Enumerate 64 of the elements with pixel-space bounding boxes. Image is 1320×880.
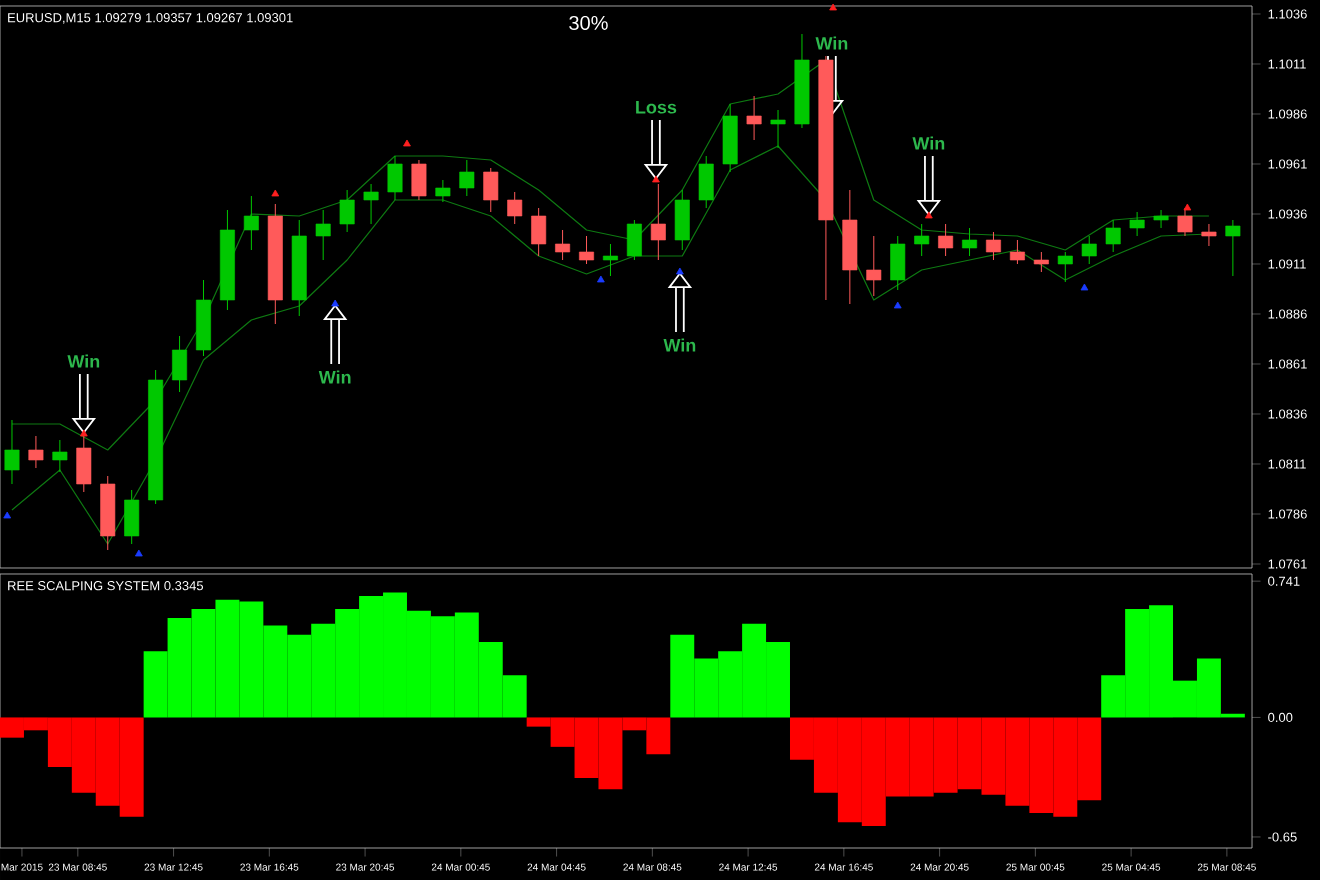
candlestick [124,489,140,545]
candlestick [1153,209,1169,229]
point [271,189,280,197]
annotation: Win [815,36,848,50]
candlestick [435,179,451,203]
candlestick [483,167,499,213]
candlestick [674,189,690,251]
candlestick [4,419,20,485]
candlestick [1201,223,1217,247]
line-series [11,59,1210,451]
candlestick [1225,219,1241,277]
candlestick [315,209,331,261]
point [331,299,340,307]
candlestick [172,335,188,393]
candlestick [579,235,594,265]
candlestick [890,235,906,291]
candlestick [459,159,475,197]
candlestick [866,235,882,297]
candlestick [555,229,571,261]
candlestick [986,231,1001,261]
candlestick [938,223,954,257]
annotation: Win [318,370,351,384]
candlestick [650,183,666,261]
candlestick [770,109,786,149]
candlestick [28,435,44,469]
candlestick [531,207,547,257]
candlestick [626,219,642,261]
candlestick [962,227,978,257]
point [597,275,605,283]
annotation: Win [663,338,696,352]
candlestick [1129,211,1145,237]
point [79,429,88,437]
candlestick [52,439,68,473]
point [3,511,12,519]
point [652,175,660,183]
annotation: 30% [569,15,608,31]
candlestick [1081,235,1097,265]
point [924,211,933,219]
point [1183,203,1192,211]
candlestick [76,429,92,493]
annotation: Loss [636,101,677,114]
candlestick [1057,251,1073,283]
point [893,301,902,309]
candlestick [387,155,403,201]
candlestick [1105,219,1121,253]
candlestick [363,183,379,225]
candlestick [602,243,618,277]
candlestick [1177,207,1193,237]
point [676,267,684,275]
candlestick [507,191,523,225]
candlestick [746,95,762,141]
candlestick [914,223,930,257]
point [134,549,143,557]
point [403,139,411,147]
candlestick [698,155,714,209]
candlestick [1033,251,1049,273]
annotation: Win [912,136,945,150]
candlestick [1009,239,1025,265]
candlestick [339,189,355,233]
point [1080,283,1089,291]
annotation: Win [67,354,100,368]
candlestick [243,195,259,251]
point [829,3,837,11]
candlestick [411,159,427,201]
